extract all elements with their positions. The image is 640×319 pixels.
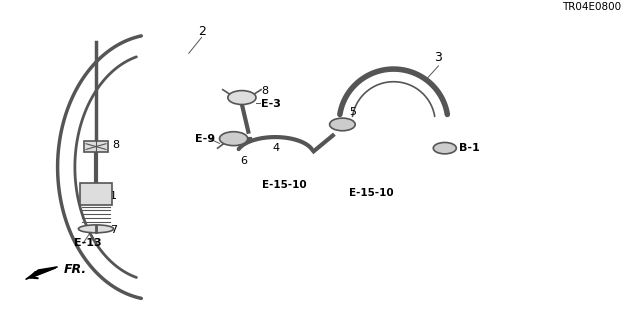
Text: 8: 8 — [112, 140, 119, 150]
Text: E-15-10: E-15-10 — [349, 188, 394, 197]
Text: B-1: B-1 — [459, 143, 479, 153]
Polygon shape — [26, 267, 58, 279]
Text: 8: 8 — [261, 86, 268, 96]
Text: 6: 6 — [240, 156, 247, 166]
Text: 1: 1 — [110, 191, 117, 201]
Circle shape — [433, 143, 456, 154]
Text: 7: 7 — [110, 226, 117, 235]
Text: TR04E0800: TR04E0800 — [562, 2, 621, 12]
Circle shape — [220, 132, 248, 146]
Bar — [80, 183, 112, 205]
Circle shape — [228, 91, 256, 105]
Text: E-15-10: E-15-10 — [262, 180, 307, 190]
Text: E-13: E-13 — [74, 238, 101, 248]
Text: 4: 4 — [272, 143, 279, 153]
Text: 5: 5 — [349, 107, 356, 117]
Text: E-9: E-9 — [195, 134, 215, 144]
Text: 3: 3 — [435, 51, 442, 64]
Text: E-3: E-3 — [261, 99, 281, 109]
Bar — [84, 141, 108, 152]
Text: FR.: FR. — [64, 263, 87, 277]
Circle shape — [330, 118, 355, 131]
Ellipse shape — [79, 225, 114, 233]
Text: 2: 2 — [198, 25, 205, 38]
